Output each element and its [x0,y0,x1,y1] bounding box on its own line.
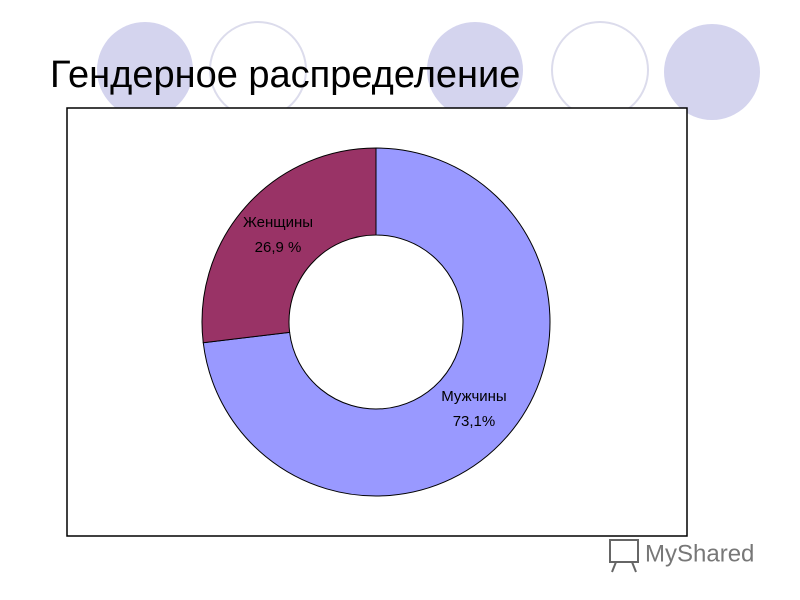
value-label: 73,1% [453,413,496,430]
deco-circle [97,22,193,118]
watermark-logo: MyShared [609,539,754,573]
logo-leg [611,561,617,573]
deco-circle [427,22,523,118]
donut-segment [202,147,551,497]
segment-label: Мужчины [441,388,506,405]
value-label: 26,9 % [255,239,302,256]
logo-leg [631,561,637,573]
logo-icon [609,539,639,563]
donut: Мужчины 73,1% Женщины 26,9 % [201,147,551,497]
decoration [97,21,760,120]
watermark: MyShared [645,540,754,567]
donut-segment [201,147,377,344]
segment-label: Женщины [243,214,313,231]
slide-title: Гендерное распределение [50,54,520,96]
deco-circle [551,21,649,119]
deco-circle [664,24,760,120]
